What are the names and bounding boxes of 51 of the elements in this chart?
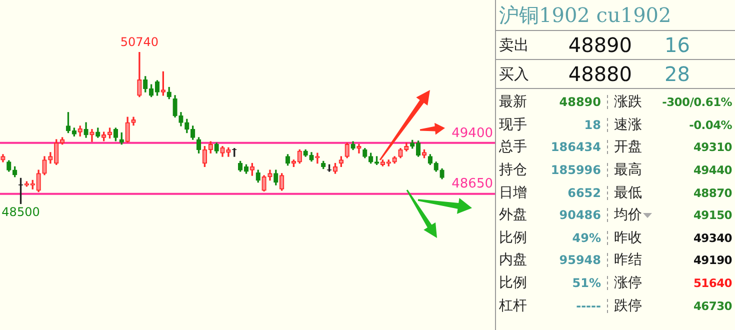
text: 185996	[535, 163, 608, 178]
text: 持仓	[498, 161, 528, 180]
text: -----	[535, 298, 608, 313]
text: 最低	[613, 184, 643, 202]
text: 49340	[692, 230, 732, 245]
text: 49310	[692, 140, 732, 154]
text: 昨收	[613, 228, 643, 247]
text: 51640	[692, 276, 732, 290]
text: 186434	[535, 140, 608, 154]
text: 沪铜1902 cu1902	[496, 0, 735, 31]
text: -0.04%	[688, 118, 732, 132]
text: 48890	[535, 95, 608, 110]
text: 总手	[498, 138, 528, 156]
annotation: 50740	[120, 35, 159, 50]
text: 6652	[535, 186, 608, 200]
text: 最新	[498, 93, 528, 112]
text: 外盘	[498, 206, 528, 224]
ref-line-label: 49400	[452, 126, 493, 141]
text: 最高	[613, 161, 643, 180]
text: 均价	[613, 206, 643, 224]
text: 49440	[692, 163, 732, 178]
text: 28	[664, 62, 690, 86]
text: 51%	[535, 276, 608, 290]
text: 49150	[692, 208, 732, 222]
text: 比例	[498, 228, 528, 247]
text: 跌停	[613, 296, 643, 315]
text: 内盘	[498, 251, 528, 270]
annotation: 48500	[2, 205, 40, 220]
text: 杠杆	[498, 296, 528, 315]
text: 日增	[498, 184, 528, 202]
text: 卖出	[498, 36, 530, 54]
text: 比例	[498, 274, 528, 292]
text: 开盘	[613, 138, 643, 156]
text: 90486	[535, 208, 608, 222]
text: 18	[535, 118, 608, 132]
text: 买入	[498, 64, 530, 84]
text: 涨跌	[613, 93, 643, 112]
text: 48870	[692, 186, 732, 200]
text: 46730	[692, 298, 732, 313]
text: 涨停	[613, 274, 643, 292]
text: 49190	[692, 253, 732, 268]
text: 昨结	[613, 251, 643, 270]
text: 49%	[535, 230, 608, 245]
text: 16	[664, 33, 690, 57]
text: 95948	[535, 253, 608, 268]
text: 48880	[567, 62, 632, 86]
text: 48890	[567, 33, 632, 57]
text: 现手	[498, 116, 528, 134]
text: 速涨	[613, 116, 643, 134]
text: -300/0.61%	[661, 95, 732, 110]
ref-line-label: 48650	[452, 176, 493, 192]
